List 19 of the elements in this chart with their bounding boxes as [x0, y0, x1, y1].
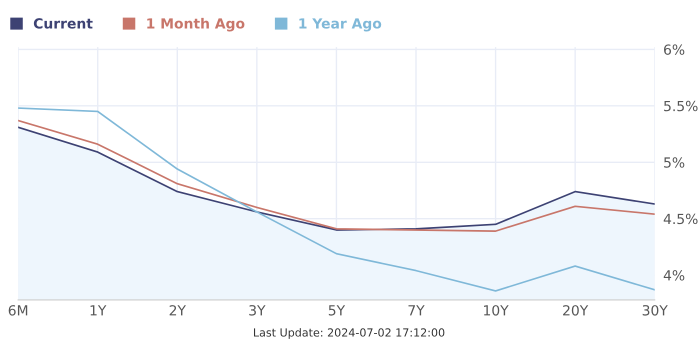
x-tick-label: 10Y: [484, 305, 509, 316]
y-tick-label: 5.5%: [664, 100, 698, 112]
y-tick-label: 4.5%: [664, 214, 698, 224]
legend-label: 1 Year Ago: [299, 18, 382, 32]
x-tick-label: 6M: [8, 305, 28, 316]
x-tick-label: 20Y: [563, 305, 588, 316]
x-tick-label: 2Y: [170, 305, 186, 316]
legend-label: Current: [34, 18, 93, 29]
text: Last Update: 2024-07-02 17:12:00: [254, 328, 444, 339]
y-tick-label: 5%: [664, 157, 684, 168]
y-tick-label: 4%: [664, 270, 684, 281]
line-series: [18, 120, 655, 232]
x-tick-label: 5Y: [328, 305, 346, 316]
x-tick-label: 1Y: [90, 305, 106, 316]
y-tick-label: 6%: [664, 44, 684, 55]
x-tick-label: 30Y: [642, 305, 668, 316]
legend-label: 1 Month Ago: [147, 18, 244, 32]
x-tick-label: 7Y: [408, 305, 425, 316]
x-tick-label: 3Y: [249, 305, 266, 316]
